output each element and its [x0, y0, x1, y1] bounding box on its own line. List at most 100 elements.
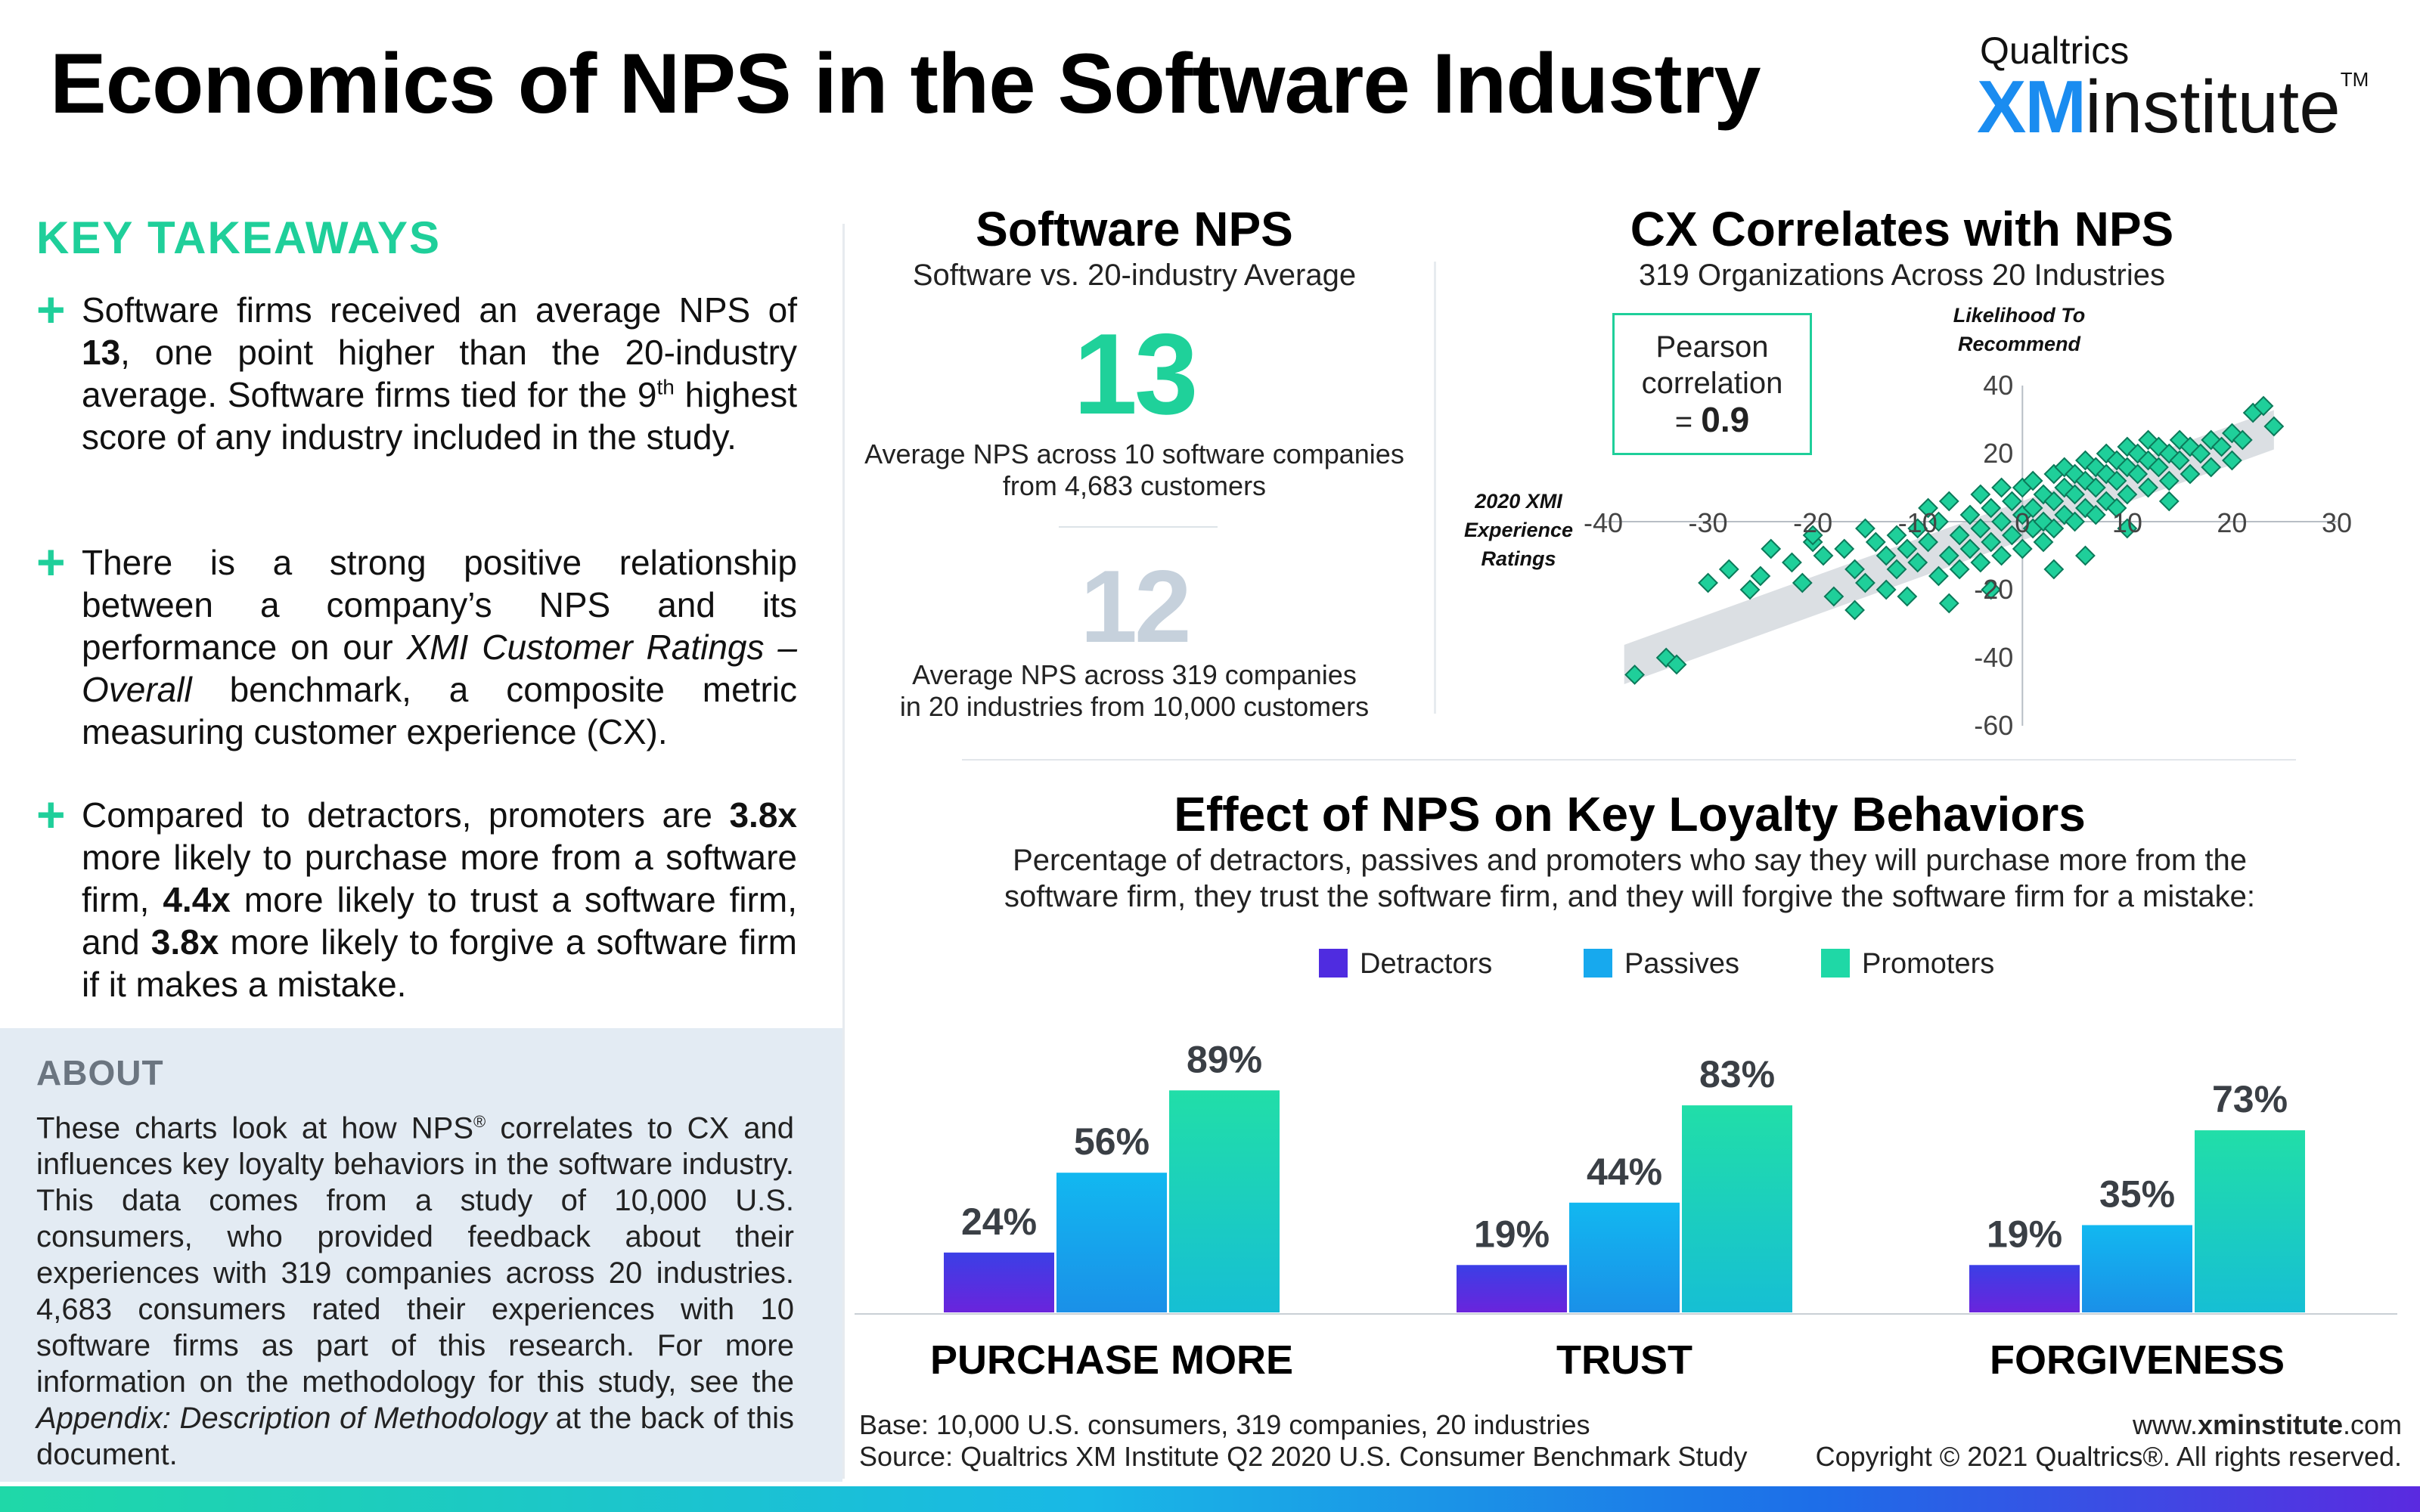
cx-nps-scatter-chart: -40 -30 -20 -10 0 10 20 30 -60 -40 -20 20 40 [1584, 370, 2352, 741]
scatter-point [1991, 511, 2012, 532]
industry-nps-value: 12 [1080, 549, 1191, 664]
y-axis-label: Likelihood To Recommend [1953, 304, 2086, 355]
scatter-point [2022, 470, 2043, 491]
scatter-point [1907, 518, 1928, 539]
software-nps-caption: Average NPS across 10 software companies… [864, 438, 1404, 501]
scatter-point [2075, 545, 2096, 566]
takeaway-item-1: + Software firms received an average NPS… [36, 284, 797, 458]
x-tick-label: 20 [2217, 507, 2247, 538]
bar-passives [1569, 1202, 1680, 1312]
scatter-point [1886, 525, 1907, 546]
scatter-point [2117, 484, 2138, 505]
scatter-point [2022, 497, 2043, 519]
scatter-point [2253, 395, 2274, 417]
category-label-trust: TRUST [1556, 1337, 1692, 1383]
scatter-point [1761, 538, 1782, 559]
scatter-point [1991, 545, 2012, 566]
scatter-point [1938, 593, 1959, 614]
scatter-point [1876, 579, 1897, 600]
bar-detractors [1457, 1265, 1567, 1312]
scatter-point [2012, 538, 2033, 559]
scatter-point [2043, 559, 2065, 580]
bar-value-label: 73% [2212, 1078, 2288, 1120]
pearson-correlation-box: Pearson correlation = 0.9 [1612, 313, 1812, 455]
scatter-point [2002, 525, 2022, 546]
bar-value-label: 19% [1474, 1213, 1550, 1255]
footer-base-note: Base: 10,000 U.S. consumers, 319 compani… [859, 1409, 1590, 1440]
bar-value-label: 24% [961, 1201, 1037, 1243]
scatter-point [1792, 572, 1813, 593]
scatter-point [2085, 504, 2106, 525]
bar-passives [2082, 1225, 2192, 1312]
scatter-point [1698, 572, 1718, 593]
legend-swatch-detractors [1319, 949, 1348, 978]
brand-institute: institute [2085, 65, 2341, 148]
scatter-point [2065, 484, 2085, 505]
brand-tm: TM [2340, 68, 2369, 91]
scatter-point [1834, 538, 1855, 559]
y-tick-label: 40 [1983, 370, 2013, 401]
scatter-point [2201, 457, 2222, 478]
scatter-point [1938, 545, 1959, 566]
scatter-point [1907, 552, 1928, 573]
plus-icon: + [36, 281, 66, 337]
scatter-point [1918, 531, 1938, 553]
scatter-point [1666, 654, 1687, 675]
scatter-point [2043, 491, 2065, 512]
scatter-point [2263, 416, 2285, 437]
plus-icon: + [36, 786, 66, 842]
middle-divider [1434, 262, 1436, 714]
scatter-point [1949, 525, 1970, 546]
page-title: Economics of NPS in the Software Industr… [50, 36, 1761, 131]
scatter-point [2158, 470, 2180, 491]
scatter-point [2127, 463, 2149, 485]
about-heading: ABOUT [36, 1053, 164, 1092]
scatter-point [2065, 511, 2085, 532]
scatter-point [1823, 586, 1844, 607]
bar-passives [1056, 1173, 1167, 1312]
cx-panel-title: CX Correlates with NPS [1630, 202, 2174, 256]
scatter-point [2180, 463, 2201, 485]
x-tick-label: 0 [2015, 507, 2030, 538]
scatter-point [1865, 531, 1886, 553]
cx-panel-subtitle: 319 Organizations Across 20 Industries [1639, 259, 2165, 292]
scatter-point [1991, 477, 2012, 498]
scatter-point [1897, 538, 1918, 559]
legend-swatch-passives [1584, 949, 1612, 978]
footer-source-note: Source: Qualtrics XM Institute Q2 2020 U… [859, 1441, 1748, 1472]
scatter-point [2033, 531, 2054, 553]
takeaway-text: Compared to detractors, promoters are 3.… [82, 795, 797, 1004]
about-text: These charts look at how NPS® correlates… [36, 1111, 794, 1472]
scatter-point [1855, 572, 1876, 593]
scatter-point [2211, 436, 2232, 457]
section-divider [962, 759, 2296, 761]
software-nps-value: 13 [1073, 310, 1198, 438]
y-tick-label: 20 [1983, 438, 2013, 469]
software-nps-title: Software NPS [976, 202, 1293, 256]
scatter-point [1750, 565, 1771, 587]
scatter-point [1928, 565, 1949, 587]
scatter-point [1782, 552, 1802, 573]
footer-website-link[interactable]: www.xminstitute.com [2132, 1409, 2402, 1440]
scatter-point [1959, 504, 1981, 525]
x-tick-label: -10 [1898, 507, 1938, 538]
scatter-point [1739, 579, 1761, 600]
scatter-point [1918, 497, 1938, 519]
loyalty-title: Effect of NPS on Key Loyalty Behaviors [1174, 787, 2086, 841]
scatter-point [1876, 545, 1897, 566]
scatter-point [2002, 491, 2022, 512]
scatter-point [1886, 559, 1907, 580]
y-tick-label: -40 [1974, 642, 2013, 673]
brand-logo: XMinstituteTM [1977, 70, 2369, 144]
x-tick-label: -30 [1689, 507, 1728, 538]
bar-detractors [1969, 1265, 2080, 1312]
category-label-forgiveness: FORGIVENESS [1989, 1337, 2285, 1383]
bar-promoters [1682, 1105, 1792, 1312]
x-tick-label: -40 [1584, 507, 1623, 538]
bar-value-label: 89% [1187, 1038, 1262, 1080]
left-column-divider [842, 224, 845, 1479]
legend-detractors: Detractors [1319, 948, 1492, 981]
brand-name: Qualtrics [1980, 29, 2130, 72]
x-tick-label: -20 [1793, 507, 1832, 538]
y-tick-label: -20 [1974, 574, 2013, 605]
